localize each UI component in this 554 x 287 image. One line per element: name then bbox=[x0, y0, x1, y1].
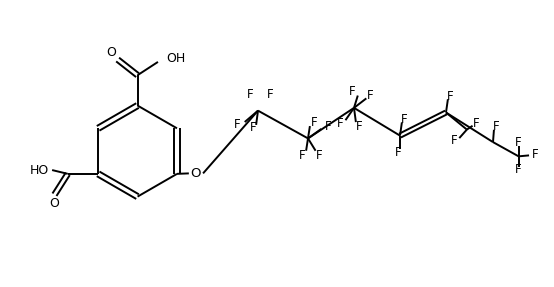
Text: F: F bbox=[356, 120, 362, 133]
Text: F: F bbox=[316, 149, 322, 162]
Text: F: F bbox=[515, 136, 522, 149]
Text: F: F bbox=[451, 134, 458, 148]
Text: F: F bbox=[250, 121, 257, 134]
Text: O: O bbox=[190, 167, 201, 180]
Text: F: F bbox=[267, 88, 274, 101]
Text: F: F bbox=[531, 148, 538, 161]
Text: OH: OH bbox=[166, 52, 186, 65]
Text: F: F bbox=[395, 146, 402, 159]
Text: F: F bbox=[349, 85, 356, 98]
Text: F: F bbox=[515, 163, 522, 176]
Text: F: F bbox=[247, 88, 254, 101]
Text: F: F bbox=[234, 118, 240, 131]
Text: F: F bbox=[367, 89, 373, 102]
Text: O: O bbox=[49, 197, 59, 210]
Text: F: F bbox=[336, 117, 343, 131]
Text: F: F bbox=[310, 116, 317, 129]
Text: O: O bbox=[106, 46, 116, 59]
Text: HO: HO bbox=[29, 164, 49, 177]
Text: F: F bbox=[401, 113, 407, 126]
Text: F: F bbox=[493, 121, 499, 133]
Text: F: F bbox=[447, 90, 453, 103]
Text: F: F bbox=[473, 117, 480, 130]
Text: F: F bbox=[299, 149, 306, 162]
Text: F: F bbox=[325, 120, 331, 133]
